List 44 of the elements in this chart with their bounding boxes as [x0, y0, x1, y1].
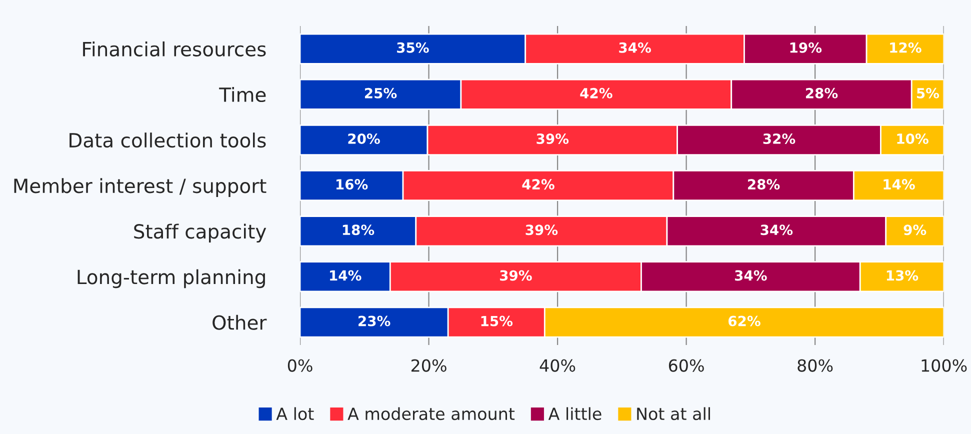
legend-label: Not at all — [637, 407, 710, 420]
data-label: 13% — [886, 270, 918, 281]
data-label: 42% — [522, 179, 554, 190]
data-label: 35% — [397, 42, 429, 53]
data-label: 28% — [748, 179, 780, 190]
y-tick-label: Staff capacity — [134, 224, 266, 243]
data-label: 25% — [364, 88, 397, 98]
data-label: 5% — [917, 88, 940, 98]
x-tick-label: 40% — [540, 359, 576, 372]
data-label: 42% — [580, 88, 612, 98]
y-tick-label: Time — [219, 87, 266, 102]
data-label: 15% — [481, 316, 513, 326]
y-tick-label: Data collection tools — [70, 132, 266, 148]
y-tick-label: Other — [212, 314, 267, 330]
y-tick-label: Member interest / support — [14, 178, 266, 197]
y-tick-label: Long-term planning — [78, 269, 265, 288]
data-label: 14% — [330, 270, 362, 281]
legend-label: A lot — [276, 407, 314, 420]
data-label: 12% — [890, 42, 922, 53]
data-label: 20% — [348, 133, 380, 144]
data-label: 62% — [728, 316, 760, 326]
data-label: 34% — [734, 270, 767, 281]
data-label: 34% — [619, 42, 651, 53]
x-tick-label: 0% — [288, 359, 312, 372]
data-label: 18% — [342, 224, 374, 236]
data-label: 28% — [806, 88, 838, 98]
legend-label: A moderate amount — [348, 407, 515, 420]
data-label: 32% — [763, 133, 796, 144]
y-tick-label: Financial resources — [83, 41, 266, 56]
legend-label: A little — [548, 407, 602, 420]
x-tick-label: 20% — [411, 359, 446, 372]
data-label: 14% — [884, 179, 915, 190]
data-label: 23% — [358, 316, 390, 326]
data-label: 39% — [500, 270, 532, 281]
data-label: 34% — [760, 224, 793, 236]
data-label: 10% — [897, 133, 928, 144]
x-tick-label: 60% — [668, 359, 704, 372]
data-label: 16% — [336, 179, 368, 190]
data-label: 39% — [526, 224, 558, 236]
data-label: 19% — [790, 42, 822, 53]
data-label: 39% — [536, 133, 569, 144]
data-label: 9% — [904, 224, 926, 236]
x-tick-label: 100% — [922, 359, 967, 372]
x-tick-label: 80% — [798, 359, 833, 372]
